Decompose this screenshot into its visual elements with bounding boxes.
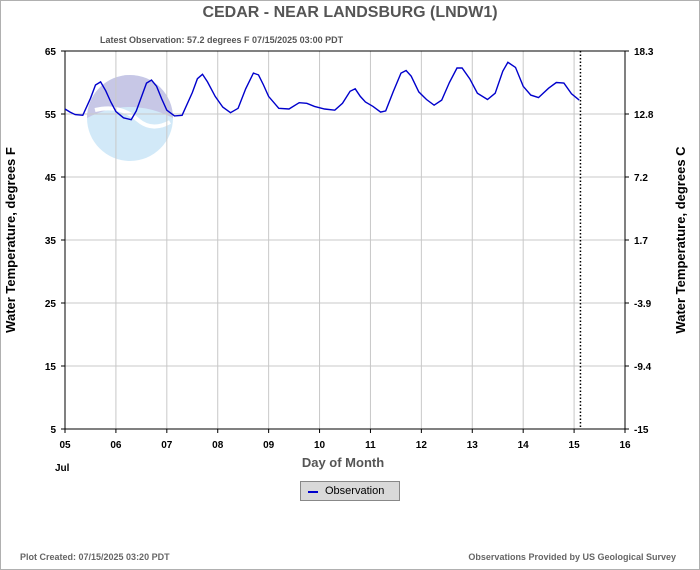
y-tick-label-left: 25 (45, 299, 57, 310)
x-axis: 05 06 07 08 09 10 11 12 13 14 15 16 (59, 429, 631, 451)
x-tick-label: 05 (59, 440, 71, 451)
noaa-logo (87, 75, 173, 161)
plot-created: Plot Created: 07/15/2025 03:20 PDT (20, 552, 170, 562)
y-tick-label-right: -3.9 (634, 299, 652, 310)
y-tick-label-right: 7.2 (634, 173, 648, 184)
x-tick-label: 13 (467, 440, 479, 451)
y-tick-label-left: 5 (50, 425, 56, 436)
legend-swatch-observation (308, 491, 318, 493)
x-tick-label: 09 (263, 440, 275, 451)
y-tick-label-right: 18.3 (634, 47, 654, 58)
grid (65, 51, 625, 429)
chart-title: CEDAR - NEAR LANDSBURG (LNDW1) (202, 4, 498, 21)
legend-label-observation: Observation (325, 485, 385, 497)
observation-series-line (65, 61, 580, 121)
x-tick-label: 06 (110, 440, 122, 451)
x-tick-label: 11 (365, 440, 376, 451)
y-tick-label-left: 65 (45, 47, 57, 58)
legend: Observation (300, 481, 400, 501)
y-axis-right: -15 -9.4 -3.9 1.7 7.2 12.8 18.3 (625, 47, 654, 436)
y-tick-label-left: 15 (45, 362, 57, 373)
y-tick-label-right: -15 (634, 425, 649, 436)
x-axis-sublabel: Jul (55, 463, 70, 474)
x-tick-label: 10 (314, 440, 326, 451)
x-tick-label: 16 (619, 440, 631, 451)
x-tick-label: 12 (416, 440, 428, 451)
x-tick-label: 08 (212, 440, 224, 451)
y-axis-left: 5 15 25 35 45 55 65 (45, 47, 65, 436)
y-tick-label-right: 12.8 (634, 110, 654, 121)
x-tick-label: 07 (161, 440, 173, 451)
x-axis-label: Day of Month (302, 455, 384, 470)
y-tick-label-left: 55 (45, 110, 57, 121)
x-tick-label: 15 (569, 440, 581, 451)
y-axis-right-label: Water Temperature, degrees C (673, 146, 688, 334)
y-tick-label-right: -9.4 (634, 362, 652, 373)
y-tick-label-right: 1.7 (634, 236, 648, 247)
y-tick-label-left: 45 (45, 173, 57, 184)
data-credit: Observations Provided by US Geological S… (468, 552, 676, 562)
y-axis-left-label: Water Temperature, degrees F (3, 147, 18, 333)
latest-observation: Latest Observation: 57.2 degrees F 07/15… (100, 35, 344, 45)
y-tick-label-left: 35 (45, 236, 57, 247)
x-tick-label: 14 (518, 440, 530, 451)
